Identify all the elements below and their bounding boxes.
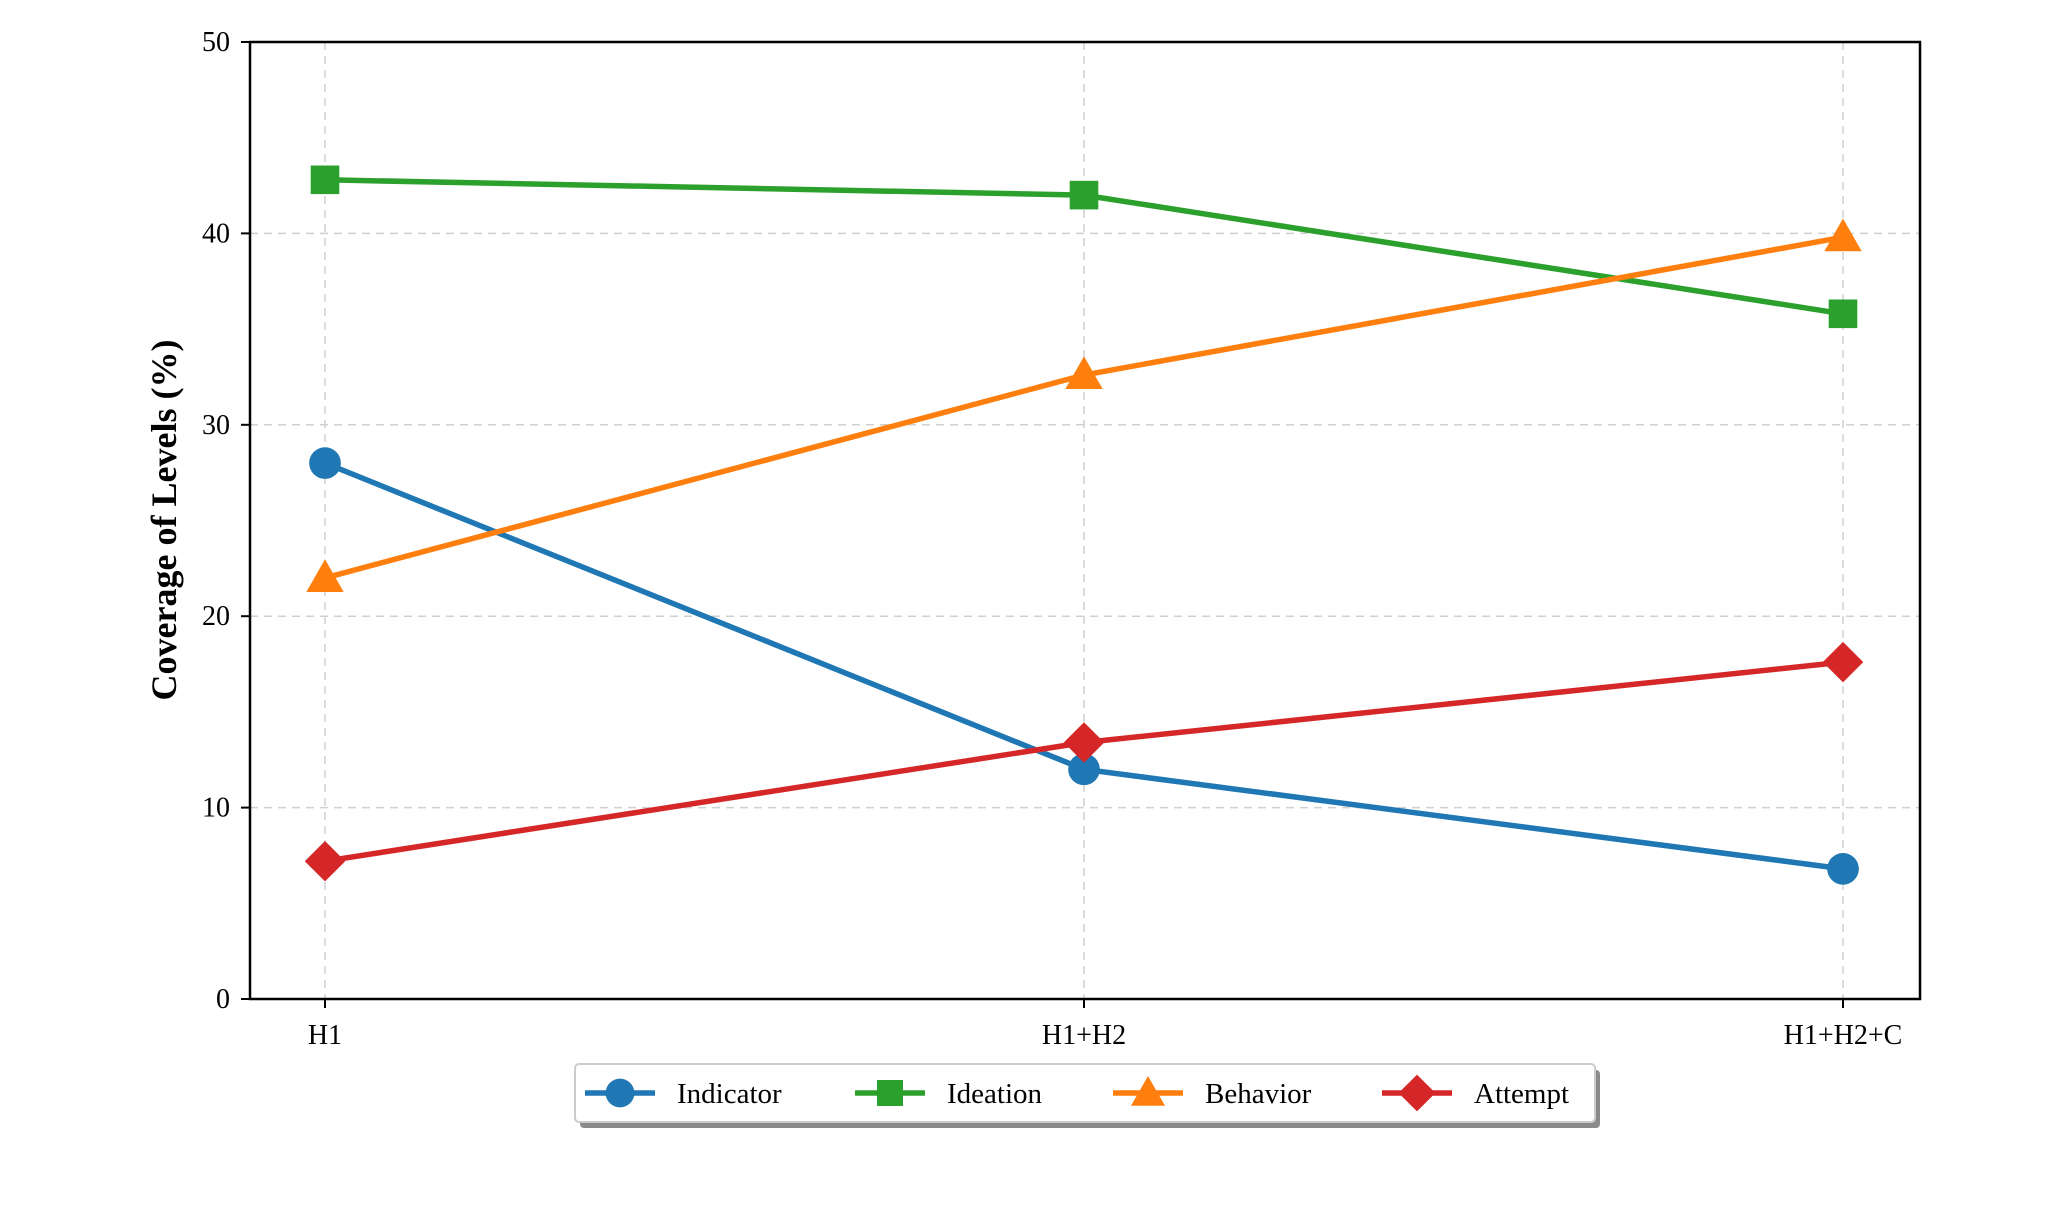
y-tick-label: 50: [202, 27, 230, 58]
y-tick-label: 10: [202, 793, 230, 824]
data-point-square: [1828, 299, 1858, 329]
legend-label: Ideation: [947, 1078, 1043, 1110]
series-ideation: [310, 165, 1858, 329]
legend-entry-indicator: Indicator: [585, 1078, 782, 1110]
series-behavior: [306, 218, 1862, 592]
data-point-square: [310, 165, 340, 195]
series-layer: [304, 165, 1864, 885]
legend-entry-attempt: Attempt: [1382, 1074, 1569, 1112]
legend-marker-triangle: [1131, 1076, 1165, 1106]
x-tick-label: H1: [308, 1020, 342, 1051]
y-tick-label: 20: [202, 601, 230, 632]
data-point-diamond: [304, 840, 346, 882]
legend: Indicator Ideation Behavior Attempt: [574, 1063, 1600, 1128]
y-tick-label: 40: [202, 218, 230, 249]
x-axis-ticks: H1 H1+H2 H1+H2+C: [308, 999, 1902, 1051]
x-tick-label: H1+H2: [1042, 1020, 1126, 1051]
data-point-diamond: [1822, 641, 1864, 683]
legend-label: Indicator: [677, 1078, 782, 1110]
data-point-circle: [1068, 753, 1100, 786]
legend-entry-ideation: Ideation: [855, 1078, 1043, 1110]
data-point-triangle: [1824, 218, 1862, 252]
data-point-square: [1069, 180, 1099, 210]
x-tick-label: H1+H2+C: [1784, 1020, 1903, 1051]
data-point-diamond: [1063, 722, 1105, 763]
y-axis-ticks: 0 10 20 30 40 50: [202, 27, 250, 1015]
legend-label: Attempt: [1474, 1078, 1569, 1110]
data-point-circle: [1827, 853, 1859, 885]
data-point-circle: [309, 447, 341, 479]
legend-marker-diamond: [1398, 1074, 1436, 1112]
series-indicator: [309, 447, 1859, 885]
legend-box: [574, 1063, 1596, 1123]
y-tick-label: 0: [216, 984, 230, 1015]
legend-entry-behavior: Behavior: [1113, 1076, 1312, 1110]
legend-label: Behavior: [1205, 1078, 1312, 1110]
y-tick-label: 30: [202, 410, 230, 441]
data-point-triangle: [306, 559, 344, 592]
series-attempt: [304, 641, 1864, 882]
legend-marker-circle: [605, 1078, 635, 1108]
data-point-triangle: [1065, 356, 1103, 390]
legend-marker-square: [877, 1080, 903, 1106]
y-axis-title: Coverage of Levels (%): [144, 340, 184, 701]
